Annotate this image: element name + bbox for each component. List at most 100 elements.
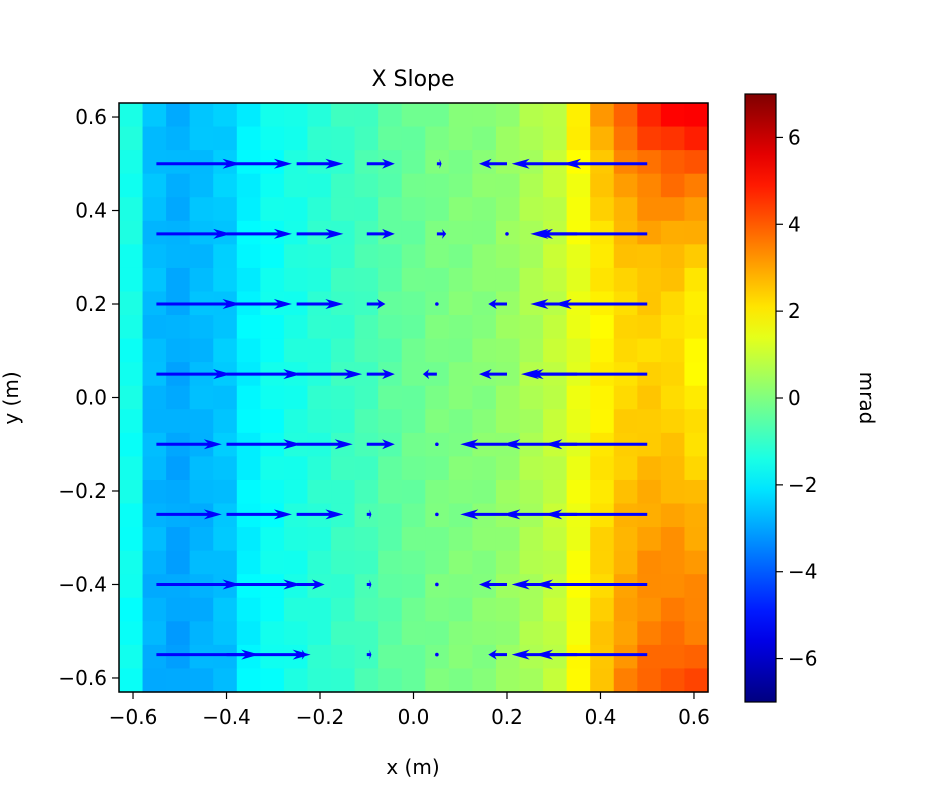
- heatmap-cell: [684, 338, 709, 363]
- heatmap-cell: [354, 597, 379, 622]
- y-tick-label: 0.4: [75, 199, 107, 223]
- heatmap-cell: [119, 150, 144, 175]
- heatmap-cell: [566, 668, 591, 693]
- heatmap-cell: [378, 527, 403, 552]
- heatmap-cell: [166, 574, 191, 599]
- heatmap-cell: [543, 126, 568, 151]
- quiver-arrow: [535, 579, 648, 590]
- heatmap-cell: [519, 315, 544, 340]
- heatmap-cell: [142, 479, 167, 505]
- colorbar-tick-label: 6: [788, 125, 801, 149]
- heatmap-cell: [260, 644, 285, 670]
- heatmap-cell: [378, 479, 403, 505]
- heatmap-cell: [213, 103, 238, 128]
- heatmap-cell: [472, 597, 497, 622]
- heatmap-cell: [566, 103, 591, 128]
- heatmap-cell: [448, 597, 473, 622]
- heatmap-cell: [495, 574, 521, 599]
- heatmap-cell: [684, 220, 709, 245]
- heatmap-cell: [519, 197, 544, 222]
- heatmap-cell: [331, 574, 356, 599]
- heatmap-cell: [189, 338, 214, 363]
- heatmap-cell: [566, 409, 591, 434]
- heatmap-cell: [189, 456, 214, 481]
- heatmap-cell: [613, 456, 638, 481]
- quiver-arrow: [296, 649, 306, 660]
- heatmap-cell: [401, 197, 426, 222]
- heatmap-cell: [354, 385, 379, 410]
- quiver-arrow: [366, 649, 372, 660]
- heatmap-cell: [448, 574, 473, 599]
- heatmap-cell: [590, 173, 615, 198]
- heatmap-cell: [401, 244, 426, 269]
- heatmap-cell: [519, 597, 544, 622]
- heatmap-cell: [401, 315, 426, 340]
- colorbar: [744, 93, 777, 703]
- heatmap-cell: [331, 456, 356, 481]
- heatmap-cell: [283, 550, 309, 575]
- quiver-arrow: [366, 228, 395, 239]
- heatmap-cell: [307, 456, 332, 481]
- y-axis-label: y (m): [0, 371, 23, 424]
- heatmap-cell: [283, 385, 309, 410]
- heatmap-cell: [637, 338, 662, 363]
- heatmap-cell: [448, 621, 473, 646]
- heatmap-cell: [354, 338, 379, 363]
- heatmap-cell: [684, 126, 709, 151]
- heatmap-cell: [283, 668, 309, 693]
- heatmap-cell: [519, 103, 544, 128]
- heatmap-cell: [236, 550, 261, 575]
- heatmap-cell: [119, 244, 144, 269]
- heatmap-cell: [378, 574, 403, 599]
- colorbar-tick-label: 4: [788, 212, 801, 236]
- heatmap-cell: [354, 409, 379, 434]
- heatmap-cell: [566, 315, 591, 340]
- heatmap-cell: [189, 244, 214, 269]
- quiver-arrow: [296, 579, 325, 590]
- heatmap-cell: [519, 173, 544, 198]
- heatmap-cell: [142, 173, 167, 198]
- heatmap-cell: [236, 173, 261, 198]
- heatmap-cell: [283, 479, 309, 505]
- quiver-arrow: [226, 509, 292, 520]
- heatmap-cell: [613, 479, 638, 505]
- quiver-arrow: [296, 439, 353, 450]
- heatmap-cell: [637, 527, 662, 552]
- heatmap-cell: [354, 621, 379, 646]
- heatmap-cell: [142, 338, 167, 363]
- heatmap-cell: [307, 150, 332, 175]
- heatmap-cell: [660, 479, 686, 505]
- heatmap-cell: [166, 409, 191, 434]
- heatmap-cell: [684, 197, 709, 222]
- heatmap-cell: [378, 126, 403, 151]
- heatmap-cell: [472, 126, 497, 151]
- heatmap-cell: [684, 291, 709, 316]
- heatmap-cell: [425, 479, 450, 505]
- quiver-arrow: [226, 299, 292, 310]
- quiver-arrow: [226, 439, 302, 450]
- heatmap-cell: [119, 267, 144, 293]
- heatmap-cell: [684, 503, 709, 528]
- heatmap-cell: [613, 621, 638, 646]
- heatmap-cell: [142, 574, 167, 599]
- heatmap-cell: [425, 668, 450, 693]
- heatmap-cell: [236, 126, 261, 151]
- heatmap-cell: [119, 126, 144, 151]
- heatmap-cell: [307, 315, 332, 340]
- quiver-arrow: [366, 369, 395, 380]
- heatmap-cell: [425, 597, 450, 622]
- heatmap-cell: [142, 668, 167, 693]
- quiver-arrow: [563, 158, 648, 169]
- heatmap-cell: [189, 479, 214, 505]
- heatmap-cell: [495, 267, 521, 293]
- heatmap-cell: [472, 315, 497, 340]
- quiver-arrow: [296, 158, 344, 169]
- heatmap-cell: [401, 479, 426, 505]
- heatmap-cell: [660, 550, 686, 575]
- heatmap-cell: [660, 409, 686, 434]
- heatmap-cell: [519, 621, 544, 646]
- heatmap-cell: [543, 338, 568, 363]
- y-tick-label: 0.0: [75, 386, 107, 410]
- heatmap-cell: [590, 197, 615, 222]
- heatmap-cell: [307, 173, 332, 198]
